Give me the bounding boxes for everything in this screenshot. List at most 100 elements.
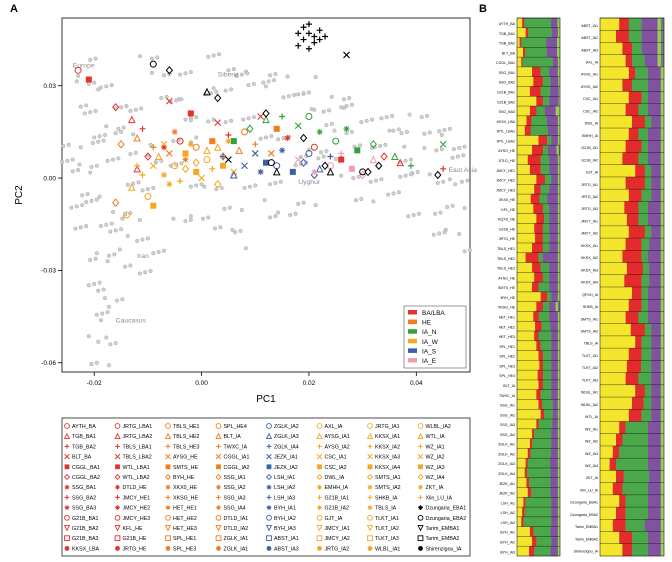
admixture-segment xyxy=(638,213,649,227)
x-axis-label: PC1 xyxy=(256,394,276,405)
admixture-label: WZ_IA2 xyxy=(585,440,598,444)
legend-label: Xlin_LU_IA xyxy=(426,495,453,501)
reference-point xyxy=(468,248,473,253)
reference-point xyxy=(105,158,110,163)
admixture-segment xyxy=(557,448,561,459)
admixture-segment xyxy=(600,433,617,447)
legend-label: SSG_BA1 xyxy=(72,485,96,491)
reference-point xyxy=(437,129,442,134)
legend-symbol xyxy=(367,535,373,542)
admixture-label: AXL_IA xyxy=(586,60,599,64)
admixture-segment xyxy=(557,360,561,371)
reference-point xyxy=(427,172,432,177)
admixture-segment xyxy=(619,445,649,459)
admixture-label: ZGLK_IA1 xyxy=(498,443,515,447)
admixture-segment xyxy=(624,201,639,214)
reference-point xyxy=(139,106,144,111)
admixture-segment xyxy=(660,250,665,263)
legend-label: JEZK_IA2 xyxy=(274,465,298,471)
reference-point xyxy=(402,144,407,149)
legend-label: JMCY_HE3 xyxy=(123,516,151,522)
admixture-segment xyxy=(551,340,559,351)
admixture-segment xyxy=(651,335,661,349)
admixture-segment xyxy=(600,103,626,117)
reference-point xyxy=(159,96,164,101)
admixture-segment xyxy=(600,54,626,68)
reference-point xyxy=(403,158,408,163)
legend-symbol xyxy=(367,484,373,490)
admixture-segment xyxy=(660,287,665,300)
reference-point xyxy=(211,86,216,91)
reference-point xyxy=(349,129,354,134)
reference-point xyxy=(109,83,114,88)
admixture-label: G21B_BA2 xyxy=(497,100,515,104)
legend-symbol xyxy=(266,495,272,500)
reference-point xyxy=(442,230,447,235)
admixture-segment xyxy=(558,76,561,87)
admixture-label: SSG_IA3 xyxy=(500,423,515,427)
admixture-segment xyxy=(657,30,661,43)
iron-age-north-point xyxy=(246,124,254,134)
admixture-segment xyxy=(526,467,551,478)
admixture-segment xyxy=(622,250,642,263)
admixture-segment xyxy=(628,128,639,141)
reference-point xyxy=(293,163,298,168)
admixture-segment xyxy=(660,30,665,43)
iron-age-west-point xyxy=(139,171,146,178)
admixture-segment xyxy=(533,526,551,537)
reference-point xyxy=(399,131,404,136)
iron-age-north-point xyxy=(354,147,361,154)
admixture-segment xyxy=(660,311,665,324)
reference-point xyxy=(231,67,236,72)
reference-point xyxy=(101,287,106,292)
admixture-segment xyxy=(517,242,533,253)
admixture-segment xyxy=(641,335,652,349)
period-legend-label: HE xyxy=(422,320,432,327)
admixture-segment xyxy=(551,370,559,381)
legend-symbol xyxy=(114,535,121,542)
legend-symbol xyxy=(215,453,222,460)
legend-symbol xyxy=(317,495,322,500)
admixture-segment xyxy=(648,250,661,263)
admixture-frame xyxy=(516,17,561,557)
iron-age-south-point xyxy=(229,170,238,179)
legend-label: TBLS_HE3 xyxy=(173,444,200,450)
admixture-label: JEZK_IA2 xyxy=(499,492,515,496)
admixture-segment xyxy=(517,96,537,107)
reference-point xyxy=(258,136,263,141)
historic-era-point xyxy=(252,141,259,148)
admixture-segment xyxy=(660,91,665,104)
admixture-segment xyxy=(525,27,529,38)
admixture-segment xyxy=(612,519,626,532)
region-label: East Asia xyxy=(449,167,478,174)
admixture-segment xyxy=(538,419,553,430)
reference-point xyxy=(239,72,244,77)
reference-point xyxy=(86,283,91,288)
reference-point xyxy=(439,132,444,137)
reference-point xyxy=(329,121,334,126)
admixture-segment xyxy=(549,242,559,253)
iron-age-west-point xyxy=(182,150,189,157)
admixture-label: KKSX_IA4 xyxy=(581,281,598,285)
admixture-segment xyxy=(625,311,639,324)
admixture-segment xyxy=(517,438,531,449)
admixture-segment xyxy=(542,223,550,234)
period-legend-swatch xyxy=(408,329,417,334)
legend-label: HET_HE2 xyxy=(173,516,197,522)
admixture-segment xyxy=(517,350,539,361)
reference-point xyxy=(155,55,160,60)
admixture-segment xyxy=(600,482,613,496)
region-label: Europe xyxy=(73,62,95,69)
legend-label: AYSG_IA1 xyxy=(325,434,350,440)
admixture-segment xyxy=(517,164,531,175)
reference-point xyxy=(341,97,346,102)
reference-point xyxy=(200,216,205,221)
reference-point xyxy=(145,187,150,192)
reference-point xyxy=(194,135,199,140)
reference-point xyxy=(461,153,466,158)
admixture-segment xyxy=(549,184,559,195)
iron-age-north-point xyxy=(369,139,378,149)
y-tick-label: -0.06 xyxy=(41,360,56,367)
reference-point xyxy=(316,156,321,161)
admixture-segment xyxy=(557,370,561,381)
